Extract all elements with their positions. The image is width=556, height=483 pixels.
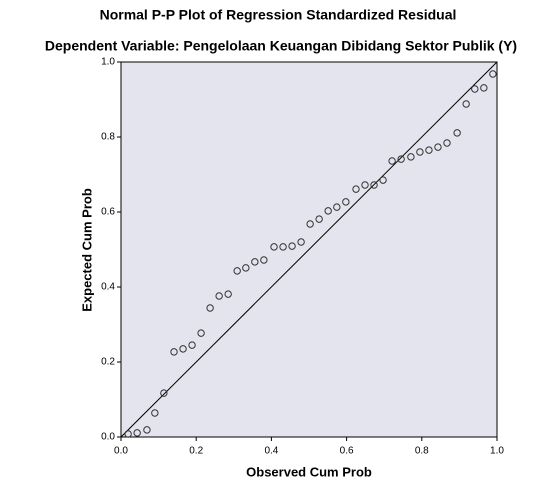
y-tick-label: 0.8 xyxy=(101,132,115,143)
y-tick-label: 0.6 xyxy=(101,207,115,218)
y-tick-label: 0.0 xyxy=(101,432,115,443)
x-tick-label: 0.6 xyxy=(340,446,354,457)
x-axis-label: Observed Cum Prob xyxy=(246,464,372,479)
y-axis-label: Expected Cum Prob xyxy=(79,188,94,312)
chart-subtitle: Dependent Variable: Pengelolaan Keuangan… xyxy=(45,38,517,54)
x-tick-label: 0.2 xyxy=(189,446,203,457)
y-tick-label: 0.4 xyxy=(101,282,115,293)
x-tick-label: 1.0 xyxy=(490,446,504,457)
x-tick-label: 0.0 xyxy=(114,446,128,457)
chart: Normal P-P Plot of Regression Standardiz… xyxy=(0,0,556,483)
chart-title: Normal P-P Plot of Regression Standardiz… xyxy=(100,7,457,23)
y-tick-label: 1.0 xyxy=(101,57,115,68)
x-tick-label: 0.8 xyxy=(415,446,429,457)
y-tick-label: 0.2 xyxy=(101,357,115,368)
x-tick-label: 0.4 xyxy=(264,446,278,457)
